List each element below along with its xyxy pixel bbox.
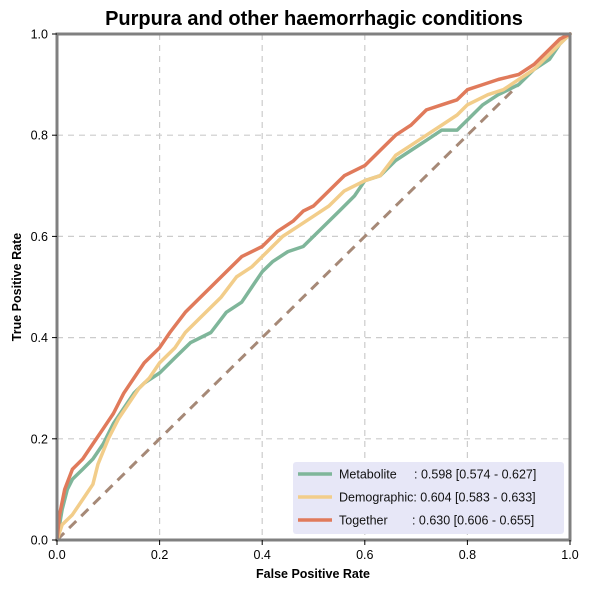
y-axis-label: True Positive Rate [10, 233, 24, 341]
y-tick-label: 0.8 [31, 129, 48, 143]
series-line-demographic [55, 32, 572, 542]
chart-title: Purpura and other haemorrhagic condition… [105, 8, 523, 30]
x-tick-label: 0.2 [151, 548, 168, 562]
plot-frame [55, 32, 572, 542]
y-tick-label: 0.0 [31, 534, 48, 548]
series-line-together [55, 32, 572, 542]
y-tick-label: 0.4 [31, 331, 48, 345]
legend: Metabolite : 0.598 [0.574 - 0.627] Demogr… [293, 462, 564, 534]
legend-background [293, 462, 564, 534]
series-line-metabolite [55, 32, 572, 542]
x-tick-label: 0.6 [356, 548, 373, 562]
x-axis-label: False Positive Rate [256, 567, 370, 581]
chance-diagonal-line [55, 32, 572, 542]
x-tick-label: 0.0 [48, 548, 65, 562]
series-lines [55, 32, 572, 542]
y-tick-label: 1.0 [31, 28, 48, 42]
x-tick-labels: 0.0 0.2 0.4 0.6 0.8 1.0 [48, 540, 579, 562]
legend-label-together: Together : 0.630 [0.606 - 0.655] [339, 514, 534, 528]
x-tick-label: 1.0 [561, 548, 578, 562]
y-tick-label: 0.2 [31, 432, 48, 446]
chance-diagonal-group [55, 32, 572, 542]
x-tick-label: 0.8 [459, 548, 476, 562]
x-tick-label: 0.4 [254, 548, 271, 562]
legend-label-demographic: Demographic: 0.604 [0.583 - 0.633] [339, 491, 536, 505]
legend-label-metabolite: Metabolite : 0.598 [0.574 - 0.627] [339, 468, 536, 482]
y-tick-labels: 0.0 0.2 0.4 0.6 0.8 1.0 [31, 28, 57, 548]
y-tick-label: 0.6 [31, 230, 48, 244]
